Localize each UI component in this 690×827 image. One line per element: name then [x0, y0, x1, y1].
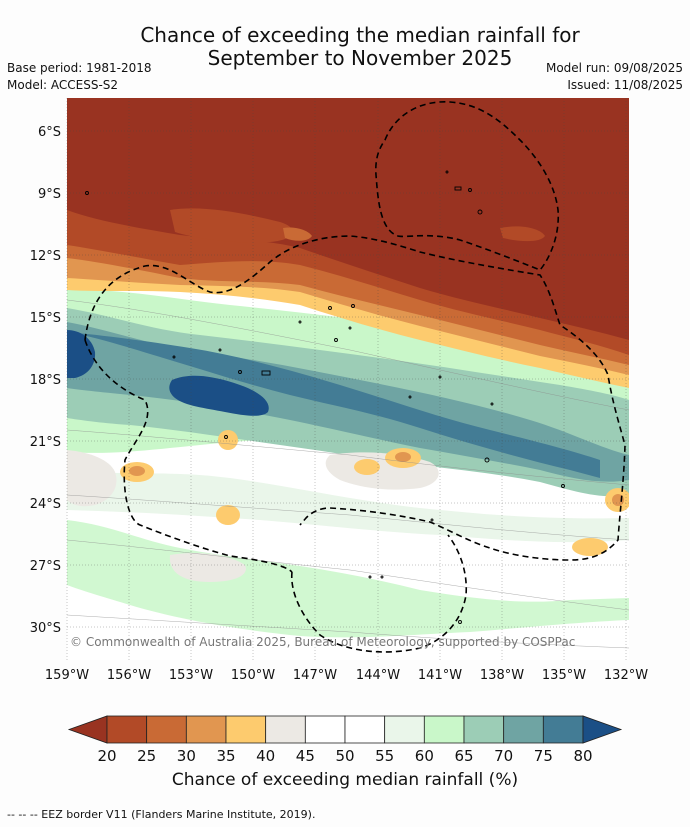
lat-label-6s: 6°S — [38, 125, 61, 140]
colorbar-segment — [384, 715, 425, 744]
colorbar-tick-label: 45 — [296, 747, 315, 765]
colorbar-tick-label: 35 — [216, 747, 235, 765]
band-75-80 — [67, 332, 600, 478]
colorbar-segment — [344, 715, 386, 744]
colorbar-segment — [542, 715, 584, 744]
colorbar-extend-high — [582, 715, 623, 744]
model-info: Base period: 1981-2018 Model: ACCESS-S2 — [7, 60, 152, 94]
islands — [85, 170, 565, 624]
colorbar-tick-label: 60 — [415, 747, 434, 765]
latitude-labels: 6°S 9°S 12°S 15°S 18°S 21°S 24°S 27°S 30… — [30, 125, 61, 636]
colorbar-segment — [304, 715, 346, 744]
colorbar-label: Chance of exceeding median rainfall (%) — [171, 770, 519, 790]
eez-austral-loop — [290, 534, 468, 653]
colorbar-tick-label: 65 — [454, 747, 473, 765]
band-80-plus-west — [67, 330, 96, 378]
band-60-lower — [67, 520, 629, 638]
model-run-date: Model run: 09/08/2025 — [545, 61, 683, 75]
band-30-35-e — [572, 538, 608, 556]
lat-label-27s: 27°S — [30, 559, 61, 574]
band-25-30-patch — [283, 227, 312, 241]
colorbar-tick-label: 55 — [375, 747, 394, 765]
lat-label-24s: 24°S — [30, 497, 61, 512]
band-30-35-g — [218, 430, 238, 450]
band-55-lower — [67, 470, 629, 543]
lon-label-132w: 132°W — [604, 668, 648, 683]
colorbar-tick-label: 20 — [97, 747, 116, 765]
map-title: Chance of exceeding the median rainfall … — [80, 24, 640, 70]
lon-label-150w: 150°W — [231, 668, 275, 683]
longitude-labels: 159°W 156°W 153°W 150°W 147°W 144°W 141°… — [45, 668, 648, 683]
colorbar-tick-label: 30 — [177, 747, 196, 765]
lon-label-156w: 156°W — [107, 668, 151, 683]
lon-label-135w: 135°W — [542, 668, 586, 683]
band-30-35-b — [216, 505, 240, 525]
colorbar-tick-label: 80 — [573, 747, 592, 765]
band-under-20-north — [67, 98, 629, 340]
eez-cook-islands-north — [375, 101, 560, 271]
colorbar-segment — [265, 715, 306, 744]
lat-label-21s: 21°S — [30, 435, 61, 450]
lon-label-153w: 153°W — [169, 668, 213, 683]
band-80-plus-central — [169, 375, 269, 416]
lat-label-30s: 30°S — [30, 621, 61, 636]
colorbar-tick-label: 50 — [335, 747, 354, 765]
run-info: Model run: 09/08/2025 Issued: 11/08/2025 — [546, 60, 683, 94]
colorbar-segment — [463, 715, 505, 744]
lon-label-144w: 144°W — [356, 668, 400, 683]
colorbar-segment — [225, 715, 267, 744]
lon-label-147w: 147°W — [293, 668, 337, 683]
band-25-30-a — [395, 452, 411, 462]
eez-borders — [84, 101, 626, 653]
colorbar-tick-label: 40 — [256, 747, 275, 765]
eez-legend: -- -- -- EEZ border V11 (Flanders Marine… — [7, 808, 316, 821]
contour-lines — [67, 299, 629, 649]
colorbar-tick-label: 25 — [137, 747, 156, 765]
band-20-25-patch-b — [500, 226, 545, 242]
colorbar: 20 25 30 35 40 45 50 55 60 65 70 75 80 — [67, 715, 623, 765]
band-40-45-south — [169, 553, 246, 582]
colorbar-segment — [503, 715, 544, 744]
lat-label-18s: 18°S — [30, 373, 61, 388]
colorbar-segment — [423, 715, 465, 744]
band-30-35-d — [354, 459, 380, 475]
model-name: Model: ACCESS-S2 — [7, 78, 119, 92]
base-period: Base period: 1981-2018 — [7, 61, 152, 75]
colorbar-extend-low — [67, 715, 108, 744]
graticule — [66, 98, 629, 660]
lon-label-159w: 159°W — [45, 668, 89, 683]
colorbar-segment — [185, 715, 227, 744]
colorbar-segment — [146, 715, 187, 744]
lat-label-15s: 15°S — [30, 311, 61, 326]
lon-label-138w: 138°W — [480, 668, 524, 683]
map-title-line2: September to November 2025 — [207, 46, 513, 70]
band-25-30-b — [612, 494, 624, 506]
colorbar-tick-label: 70 — [494, 747, 513, 765]
band-20-25-patch — [170, 208, 293, 243]
eez-french-polynesia-west — [84, 339, 293, 573]
lat-label-12s: 12°S — [30, 249, 61, 264]
lat-label-9s: 9°S — [38, 187, 61, 202]
copyright-credit: © Commonwealth of Australia 2025, Bureau… — [70, 635, 575, 649]
band-40-45-west — [67, 450, 117, 507]
eez-cook-islands-south — [84, 235, 626, 561]
band-25-30-c — [129, 466, 145, 476]
issued-date: Issued: 11/08/2025 — [567, 78, 683, 92]
colorbar-tick-label: 75 — [534, 747, 553, 765]
map-title-line1: Chance of exceeding the median rainfall … — [140, 23, 580, 47]
colorbar-segment — [106, 715, 148, 744]
lon-label-141w: 141°W — [418, 668, 462, 683]
